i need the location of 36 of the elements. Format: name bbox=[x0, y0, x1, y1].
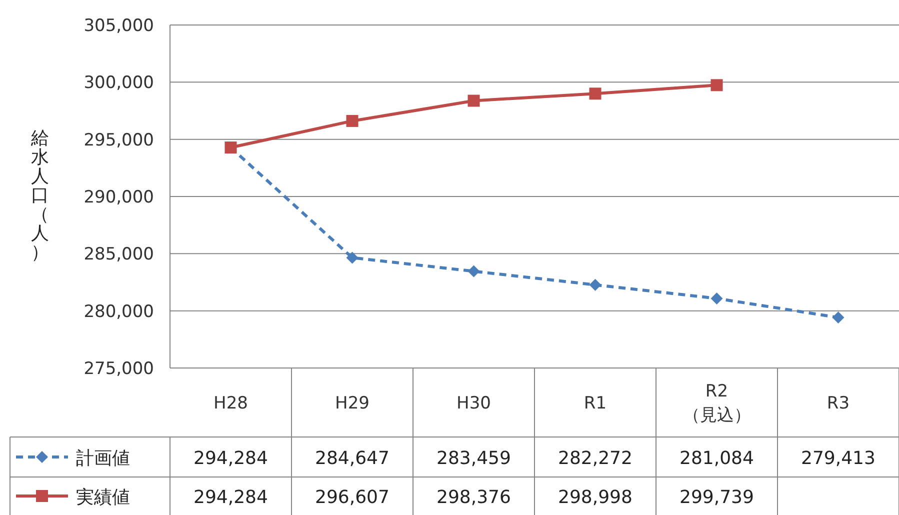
y-tick-label: 285,000 bbox=[84, 244, 154, 265]
data-label: 296,607 bbox=[315, 487, 390, 508]
point bbox=[589, 278, 602, 291]
data-label: 294,284 bbox=[194, 448, 268, 469]
y-tick-label: 295,000 bbox=[84, 130, 154, 150]
data-label: 284,647 bbox=[315, 448, 390, 469]
data-label: 282,272 bbox=[558, 448, 632, 469]
data-label: 298,376 bbox=[436, 487, 511, 508]
x-tick-label: R1 bbox=[584, 394, 607, 414]
point bbox=[468, 94, 480, 107]
point bbox=[346, 114, 358, 127]
point bbox=[832, 312, 844, 324]
y-tick-label: 305,000 bbox=[84, 16, 154, 36]
point bbox=[346, 252, 358, 264]
data-label: 294,284 bbox=[194, 487, 268, 508]
legend-label: 計画値 bbox=[76, 448, 130, 469]
point bbox=[710, 292, 723, 304]
x-tick-label: H30 bbox=[456, 394, 491, 414]
y-tick-label: 280,000 bbox=[84, 302, 154, 322]
point bbox=[468, 265, 480, 278]
data-label: 281,084 bbox=[680, 448, 754, 469]
point bbox=[589, 88, 602, 100]
ylabel: 給水人口（人） bbox=[31, 128, 49, 263]
data-label: 283,459 bbox=[436, 448, 511, 469]
data-label: 279,413 bbox=[801, 448, 876, 469]
y-tick-label: 275,000 bbox=[84, 359, 154, 379]
point bbox=[710, 79, 723, 92]
x-tick-label: R3 bbox=[826, 394, 850, 414]
x-tick-label: H29 bbox=[335, 394, 370, 414]
x-tick-label: R2 （見込） bbox=[682, 382, 751, 426]
y-tick-label: 300,000 bbox=[84, 73, 154, 94]
data-label: 299,739 bbox=[680, 487, 754, 508]
y-tick-label: 290,000 bbox=[84, 188, 154, 208]
legend-label: 実績値 bbox=[76, 487, 130, 508]
data-label: 298,998 bbox=[558, 487, 632, 508]
x-tick-label: H28 bbox=[214, 394, 248, 414]
